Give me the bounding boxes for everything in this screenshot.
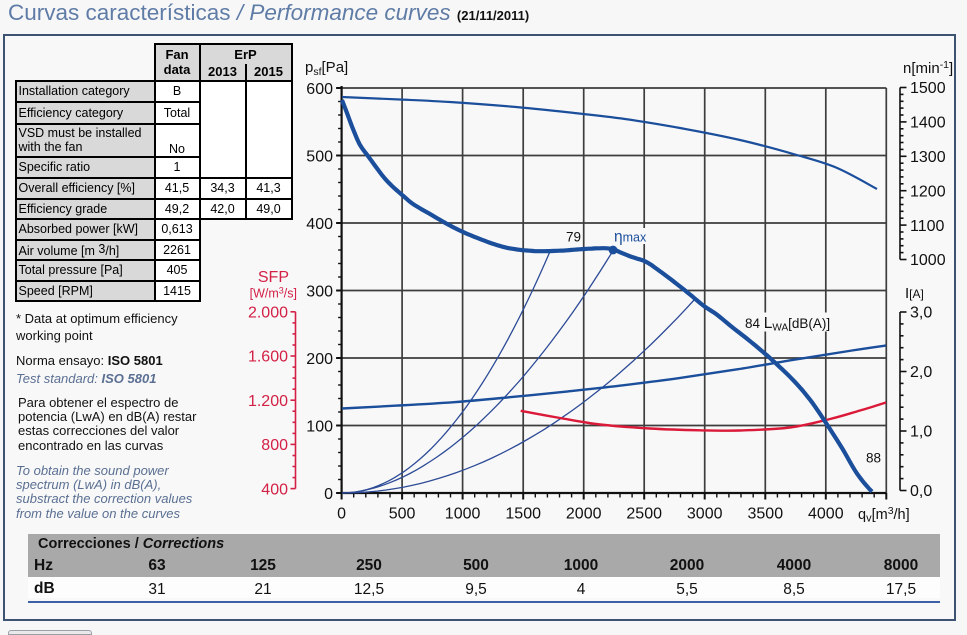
svg-text:1.600: 1.600 bbox=[248, 349, 288, 366]
svg-text:400: 400 bbox=[261, 481, 288, 498]
svg-text:100: 100 bbox=[306, 419, 333, 436]
svg-text:1000: 1000 bbox=[445, 506, 481, 523]
svg-text:1,0: 1,0 bbox=[910, 424, 932, 441]
svg-text:2.000: 2.000 bbox=[248, 305, 288, 322]
svg-text:1500: 1500 bbox=[505, 506, 541, 523]
svg-text:[W/m3/s]: [W/m3/s] bbox=[250, 286, 297, 301]
svg-text:I[A]: I[A] bbox=[905, 285, 924, 302]
svg-text:n[min-1]: n[min-1] bbox=[903, 59, 953, 77]
svg-text:1.200: 1.200 bbox=[248, 393, 288, 410]
svg-text:psf[Pa]: psf[Pa] bbox=[305, 59, 348, 78]
svg-text:79: 79 bbox=[566, 230, 581, 245]
svg-text:1300: 1300 bbox=[910, 149, 946, 166]
svg-text:2500: 2500 bbox=[626, 506, 662, 523]
svg-text:500: 500 bbox=[306, 149, 333, 166]
svg-text:ηmax: ηmax bbox=[614, 229, 647, 246]
svg-text:1100: 1100 bbox=[910, 218, 945, 235]
svg-text:2000: 2000 bbox=[566, 506, 602, 523]
svg-text:0,0: 0,0 bbox=[910, 483, 932, 500]
svg-text:300: 300 bbox=[306, 284, 333, 301]
svg-text:88: 88 bbox=[866, 451, 881, 466]
svg-text:0: 0 bbox=[337, 506, 346, 523]
svg-text:800: 800 bbox=[261, 437, 288, 454]
svg-text:1000: 1000 bbox=[910, 252, 946, 269]
svg-text:3500: 3500 bbox=[748, 506, 784, 523]
svg-text:0: 0 bbox=[324, 486, 333, 503]
svg-text:1200: 1200 bbox=[910, 183, 946, 200]
svg-text:3000: 3000 bbox=[687, 506, 723, 523]
svg-text:500: 500 bbox=[389, 506, 416, 523]
svg-text:3,0: 3,0 bbox=[910, 305, 932, 322]
svg-text:2,0: 2,0 bbox=[910, 364, 932, 381]
svg-text:SFP: SFP bbox=[258, 269, 289, 286]
svg-text:200: 200 bbox=[306, 351, 333, 368]
svg-text:1400: 1400 bbox=[910, 115, 946, 132]
svg-text:400: 400 bbox=[306, 216, 333, 233]
svg-text:1500: 1500 bbox=[910, 80, 946, 97]
svg-text:84 LWA[dB(A)]: 84 LWA[dB(A)] bbox=[745, 315, 830, 334]
svg-text:4000: 4000 bbox=[808, 506, 844, 523]
svg-text:600: 600 bbox=[306, 81, 333, 98]
svg-text:qv[m3/h]: qv[m3/h] bbox=[858, 505, 910, 525]
